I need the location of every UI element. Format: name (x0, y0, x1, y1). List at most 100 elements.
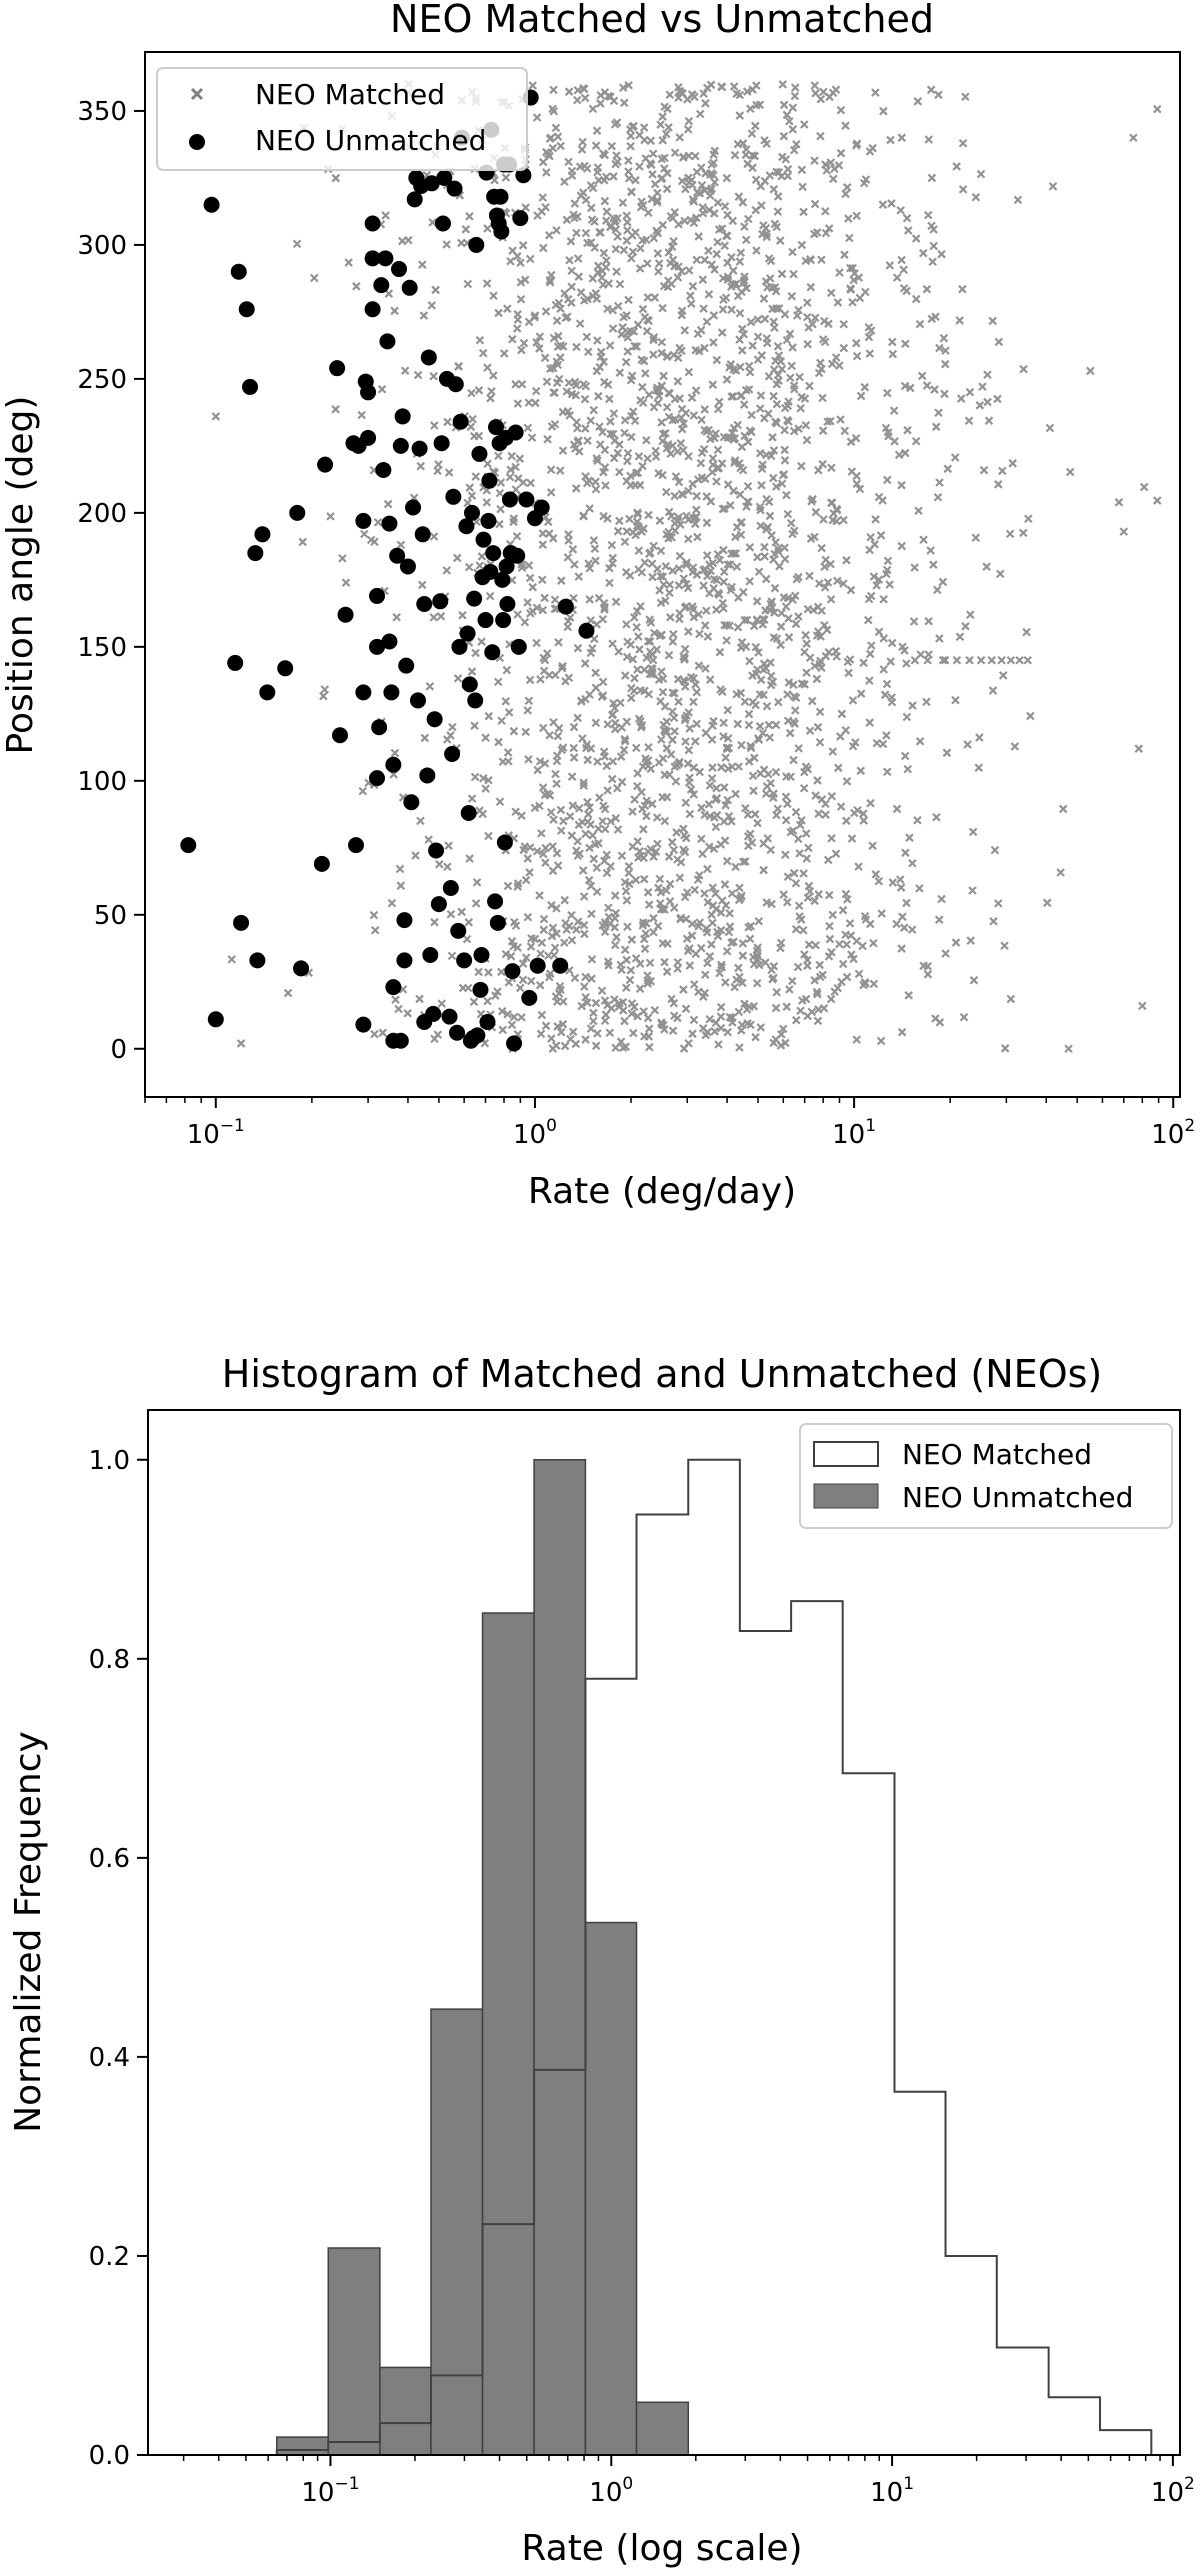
matched-point (635, 162, 644, 171)
histogram-y-tick-label: 1.0 (89, 1446, 130, 1476)
matched-point (812, 674, 822, 684)
matched-point (612, 783, 622, 793)
matched-point (621, 983, 631, 993)
histogram-title: Histogram of Matched and Unmatched (NEOs… (222, 1352, 1102, 1396)
unmatched-point (426, 711, 443, 728)
matched-point (590, 634, 599, 644)
matched-point (657, 667, 666, 676)
matched-point (766, 778, 776, 788)
matched-point (447, 951, 457, 961)
matched-point (637, 355, 646, 364)
matched-point (390, 306, 399, 316)
matched-point (889, 406, 899, 415)
matched-point (734, 192, 744, 201)
matched-point (758, 460, 767, 469)
matched-point (467, 388, 476, 398)
matched-point (734, 762, 743, 771)
matched-point (511, 807, 520, 817)
matched-point (569, 743, 579, 753)
matched-point (753, 552, 762, 562)
matched-point (669, 629, 678, 639)
unmatched-point (468, 236, 485, 253)
matched-point (605, 341, 615, 350)
matched-point (864, 332, 874, 342)
matched-point (584, 559, 593, 568)
matched-point (914, 506, 923, 516)
matched-point (1019, 528, 1028, 538)
matched-point (640, 944, 650, 954)
matched-point (632, 342, 642, 351)
matched-point (677, 404, 687, 414)
matched-point (658, 572, 668, 581)
matched-point (826, 595, 836, 604)
matched-point (538, 540, 548, 549)
matched-point (900, 923, 909, 932)
matched-point (604, 279, 614, 288)
unmatched-point (317, 456, 334, 473)
matched-point (739, 587, 748, 597)
matched-point (526, 942, 536, 951)
matched-point (754, 960, 764, 970)
matched-point (664, 852, 674, 861)
matched-point (620, 428, 629, 438)
matched-point (609, 409, 619, 418)
matched-point (839, 319, 849, 329)
matched-point (622, 311, 631, 320)
unmatched-point (379, 333, 396, 350)
matched-point (723, 560, 733, 569)
matched-point (530, 803, 540, 813)
matched-point (804, 940, 814, 949)
matched-point (691, 737, 700, 746)
matched-point (526, 478, 535, 488)
matched-point (653, 196, 662, 205)
matched-point (692, 687, 702, 697)
matched-point (762, 139, 771, 149)
matched-point (584, 476, 594, 485)
matched-point (611, 225, 621, 234)
matched-point (888, 349, 898, 359)
matched-point (381, 211, 390, 220)
matched-point (786, 373, 795, 383)
matched-point (648, 149, 658, 159)
matched-point (766, 680, 776, 690)
matched-point (955, 316, 964, 325)
matched-point (638, 236, 647, 245)
matched-point (762, 702, 772, 711)
matched-point (644, 208, 653, 218)
unmatched-point (472, 981, 489, 998)
matched-point (396, 540, 406, 550)
matched-point (772, 304, 781, 313)
matched-point (600, 196, 610, 206)
matched-point (870, 540, 879, 549)
matched-point (573, 836, 582, 846)
unmatched-point (385, 979, 402, 996)
matched-point (816, 94, 826, 104)
matched-point (771, 720, 781, 730)
unmatched-points (180, 89, 595, 1052)
matched-point (684, 627, 693, 636)
matched-point (871, 515, 880, 524)
matched-point (444, 468, 454, 477)
matched-point (852, 479, 862, 489)
matched-point (626, 471, 635, 481)
matched-point (639, 874, 649, 884)
matched-point (975, 401, 985, 410)
matched-point (489, 291, 498, 301)
scatter-y-tick-label: 0 (110, 1035, 127, 1065)
matched-point (563, 553, 573, 562)
matched-point (789, 145, 799, 155)
matched-point (959, 1012, 969, 1022)
matched-point (610, 436, 619, 445)
matched-point (584, 347, 593, 357)
matched-point (813, 989, 822, 999)
matched-point (641, 154, 651, 163)
unmatched-point (411, 440, 428, 457)
matched-point (675, 609, 684, 618)
matched-point (892, 919, 901, 929)
matched-point (585, 803, 594, 812)
matched-point (976, 655, 986, 665)
matched-point (696, 458, 706, 468)
unmatched-point (401, 279, 418, 296)
matched-point (467, 794, 477, 803)
matched-point (370, 537, 379, 547)
